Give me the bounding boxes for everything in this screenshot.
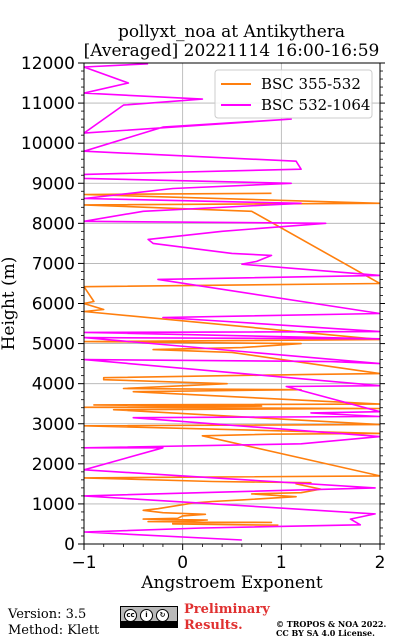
y-tick-label: 0: [64, 535, 75, 555]
preliminary-line2: Results.: [184, 618, 243, 633]
cc-license-badge-icon: cc i ↻: [120, 606, 178, 628]
y-tick-label: 6000: [32, 295, 75, 315]
version-text: Version: 3.5: [8, 607, 87, 622]
tick-labels: 0 1000 2000 3000 4000 5000 6000 7000 8000 9000 100…: [21, 54, 386, 573]
y-tick-label: 1000: [32, 495, 75, 515]
series-layer: [84, 63, 380, 541]
y-tick-label: 9000: [32, 174, 75, 194]
preliminary-results-note: Preliminary Results.: [184, 602, 270, 634]
y-tick-label: 3000: [32, 415, 75, 435]
chart-title-line1: pollyxt_noa at Antikythera: [117, 22, 346, 42]
copyright-line1: © TROPOS & NOA 2022.: [276, 619, 387, 629]
x-tick-label: 2: [375, 553, 386, 573]
legend-label-bsc-355-532: BSC 355-532: [261, 75, 361, 93]
x-tick-label: 0: [177, 553, 188, 573]
y-axis-label: Height (m): [0, 257, 19, 351]
y-tick-label: 11000: [21, 94, 75, 114]
series-line-bsc-532-1064: [84, 63, 380, 541]
method-text: Method: Klett: [8, 623, 100, 638]
sa-icon: ↻: [156, 609, 169, 622]
copyright-note: © TROPOS & NOA 2022. CC BY SA 4.0 Licens…: [276, 620, 386, 638]
y-tick-label: 10000: [21, 134, 75, 154]
y-tick-label: 2000: [32, 455, 75, 475]
y-tick-label: 12000: [21, 54, 75, 74]
axis-ticks: [78, 62, 385, 550]
preliminary-line1: Preliminary: [184, 602, 270, 617]
legend-box: [214, 69, 373, 119]
legend-label-bsc-532-1064: BSC 532-1064: [261, 96, 370, 114]
cc-badge-strip: [121, 621, 177, 627]
y-tick-label: 4000: [32, 375, 75, 395]
legend: BSC 355-532 BSC 532-1064: [214, 69, 373, 119]
y-tick-label: 7000: [32, 254, 75, 274]
x-tick-label: −1: [71, 553, 96, 573]
copyright-line2: CC BY SA 4.0 License.: [276, 628, 375, 638]
x-tick-label: 1: [276, 553, 287, 573]
x-axis-label: Angstroem Exponent: [140, 573, 323, 593]
y-tick-label: 5000: [32, 335, 75, 355]
y-tick-label: 8000: [32, 214, 75, 234]
chart-title-line2: [Averaged] 20221114 16:00-16:59: [83, 41, 380, 61]
